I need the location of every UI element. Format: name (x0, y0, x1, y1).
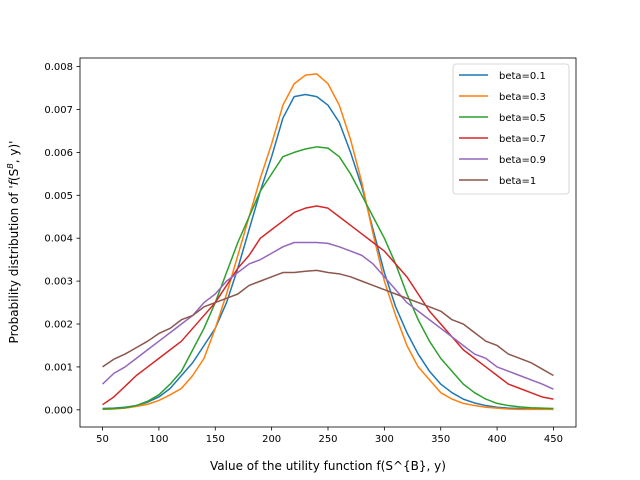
y-tick-label: 0.007 (44, 105, 73, 116)
y-tick-label: 0.003 (44, 277, 73, 288)
y-tick-label: 0.005 (44, 191, 73, 202)
x-tick-label: 150 (206, 434, 225, 445)
x-tick-label: 450 (544, 434, 563, 445)
series-line-2 (102, 146, 554, 410)
y-axis-label-open: (S (7, 169, 21, 181)
x-tick-label: 50 (96, 434, 109, 445)
x-tick-label: 250 (318, 434, 337, 445)
series-line-1 (102, 73, 554, 411)
x-axis-label: Value of the utility function f(S^{B}, y… (210, 459, 446, 473)
series-layer (102, 73, 554, 411)
x-axis: 50 100 150 200 250 300 350 400 450 (96, 427, 563, 445)
y-axis-label-rest: , y)' (7, 141, 21, 164)
y-axis: 0.000 0.001 0.002 0.003 0.004 0.005 0.006 0.007… (44, 62, 80, 416)
x-tick-label: 300 (375, 434, 394, 445)
legend-label-4: beta=0.9 (499, 155, 546, 166)
y-tick-label: 0.006 (44, 148, 73, 159)
y-axis-label-sup: B (6, 163, 15, 169)
legend-label-1: beta=0.3 (499, 92, 546, 103)
series-line-0 (102, 93, 554, 411)
y-tick-label: 0.008 (44, 62, 73, 73)
y-tick-label: 0.001 (44, 362, 73, 373)
x-tick-label: 400 (488, 434, 507, 445)
series-line-5 (102, 269, 554, 377)
series-line-4 (102, 241, 554, 390)
y-tick-label: 0.002 (44, 320, 73, 331)
x-tick-label: 350 (431, 434, 450, 445)
legend: beta=0.1 beta=0.3 beta=0.5 beta=0.7 beta=0.9… (452, 63, 570, 195)
y-axis-label-prefix: Probability distribution of ' (7, 185, 21, 343)
x-tick-label: 200 (262, 434, 281, 445)
y-tick-label: 0.004 (44, 234, 73, 245)
legend-label-2: beta=0.5 (499, 113, 546, 124)
x-tick-label: 100 (149, 434, 168, 445)
y-axis-label-f: f (7, 179, 21, 185)
y-tick-label: 0.000 (44, 405, 73, 416)
legend-frame (452, 63, 570, 195)
legend-label-5: beta=1 (499, 176, 536, 187)
legend-label-0: beta=0.1 (499, 71, 546, 82)
legend-label-3: beta=0.7 (499, 134, 546, 145)
series-line-3 (102, 205, 554, 406)
y-axis-label: Probability distribution of 'f(SB, y)' (6, 141, 21, 344)
